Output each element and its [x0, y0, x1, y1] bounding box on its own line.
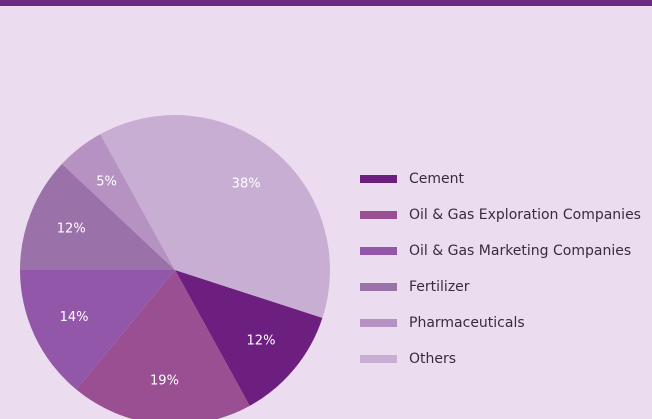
slice-label: 19% [150, 374, 179, 389]
top-bar [0, 0, 652, 6]
pie-slice [100, 115, 330, 318]
slice-label: 12% [247, 334, 276, 349]
legend-label: Cement [409, 171, 465, 187]
legend-swatch [360, 355, 397, 363]
pie-slice [62, 134, 176, 270]
legend-swatch [360, 283, 397, 291]
legend-swatch [360, 175, 397, 183]
legend-label: Pharmaceuticals [409, 315, 525, 331]
pie-slice [20, 163, 175, 270]
slice-label: 38% [232, 177, 261, 192]
legend-label: Others [409, 351, 456, 367]
slice-label: 14% [60, 310, 89, 325]
pie-slice [76, 270, 250, 419]
legend-swatch [360, 211, 397, 219]
pie-slice [175, 270, 323, 406]
legend-label: Oil & Gas Marketing Companies [409, 243, 631, 259]
slice-label: 12% [57, 221, 86, 236]
legend-swatch [360, 247, 397, 255]
slice-label: 5% [96, 174, 117, 189]
legend-label: Oil & Gas Exploration Companies [409, 207, 641, 223]
pie-slice [20, 270, 175, 390]
legend-swatch [360, 319, 397, 327]
legend-label: Fertilizer [409, 279, 470, 295]
